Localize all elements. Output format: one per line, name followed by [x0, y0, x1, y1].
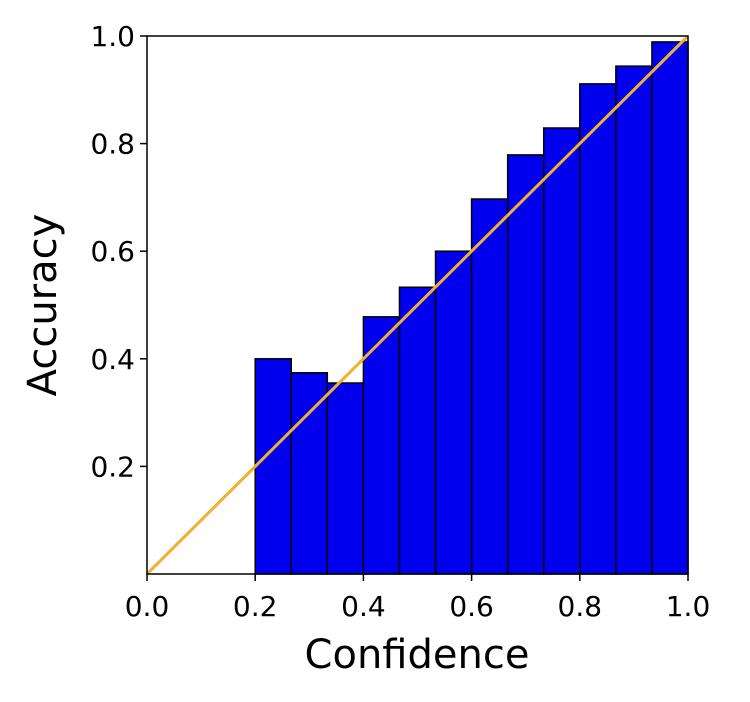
- y-tick-label: 0.2: [90, 450, 135, 483]
- reference-line: [145, 34, 690, 576]
- y-axis-label: Accuracy: [20, 214, 66, 397]
- x-tick-label: 1.0: [666, 590, 711, 623]
- y-tick-label: 0.8: [90, 128, 135, 161]
- y-tick-label: 0.6: [90, 235, 135, 268]
- y-tick-label: 0.4: [90, 343, 135, 376]
- bar: [254, 358, 293, 575]
- x-tick-label: 0.2: [233, 590, 278, 623]
- bar: [326, 382, 365, 575]
- x-tick-label: 0.4: [341, 590, 386, 623]
- bar: [579, 83, 617, 575]
- y-tick-label: 1.0: [90, 20, 135, 53]
- x-axis-label: Confidence: [305, 632, 530, 678]
- bar: [470, 198, 509, 575]
- bar: [542, 127, 581, 575]
- bar: [290, 372, 329, 575]
- bar: [362, 316, 401, 575]
- plot-frame: [146, 35, 689, 575]
- bar: [434, 250, 473, 575]
- bar: [651, 41, 689, 575]
- bar: [506, 154, 545, 575]
- x-tick-label: 0.8: [558, 590, 603, 623]
- bar: [615, 65, 653, 575]
- bar: [398, 286, 437, 575]
- x-tick-label: 0.0: [125, 590, 170, 623]
- x-tick-label: 0.6: [449, 590, 494, 623]
